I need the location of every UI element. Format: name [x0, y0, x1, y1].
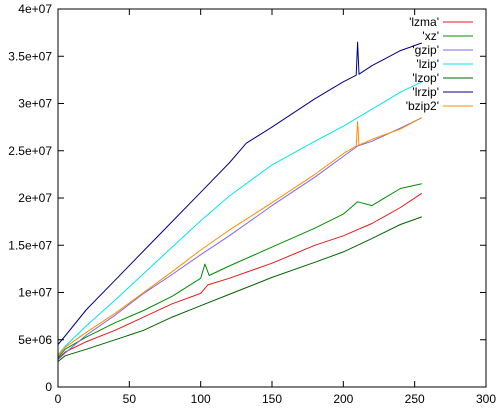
- legend: 'lzma''xz''gzip''lzip''lzop''lrzip''bzip…: [406, 15, 473, 113]
- legend-label: 'xz': [422, 29, 439, 43]
- series-line-bzip2: [57, 117, 423, 357]
- x-tick-label: 100: [191, 392, 211, 406]
- x-tick-label: 250: [405, 392, 425, 406]
- y-tick-label: 1e+07: [18, 286, 52, 300]
- legend-label: 'lzip': [416, 57, 439, 71]
- series-line-xz: [57, 183, 422, 359]
- x-tick-label: 50: [123, 392, 137, 406]
- y-tick-label: 3e+07: [18, 97, 52, 111]
- legend-label: 'lzma': [409, 15, 439, 29]
- series-line-gzip: [57, 117, 423, 360]
- x-tick-label: 200: [333, 392, 353, 406]
- y-tick-label: 5e+06: [18, 333, 52, 347]
- x-tick-label: 0: [55, 392, 62, 406]
- y-tick-label: 0: [45, 380, 52, 394]
- series-line-lzop: [57, 216, 422, 362]
- series-layer: [57, 41, 423, 362]
- y-tick-label: 3.5e+07: [8, 49, 52, 63]
- legend-label: 'gzip': [412, 43, 439, 57]
- series-line-lzma: [57, 192, 423, 359]
- y-tick-label: 2e+07: [18, 191, 52, 205]
- series-line-lrzip: [57, 41, 422, 345]
- axes-layer: 0 50 100 150 200 250 300 0 5e+06 1e+07 1.5e+07 2e+0…: [8, 2, 496, 406]
- legend-label: 'lrzip': [412, 85, 439, 99]
- legend-label: 'lzop': [412, 71, 439, 85]
- y-tick-label: 4e+07: [18, 2, 52, 16]
- y-tick-label: 2.5e+07: [8, 144, 52, 158]
- legend-label: 'bzip2': [406, 99, 439, 113]
- series-line-lzip: [57, 81, 423, 356]
- y-tick-label: 1.5e+07: [8, 238, 52, 252]
- x-tick-label: 300: [476, 392, 496, 406]
- x-tick-label: 150: [262, 392, 282, 406]
